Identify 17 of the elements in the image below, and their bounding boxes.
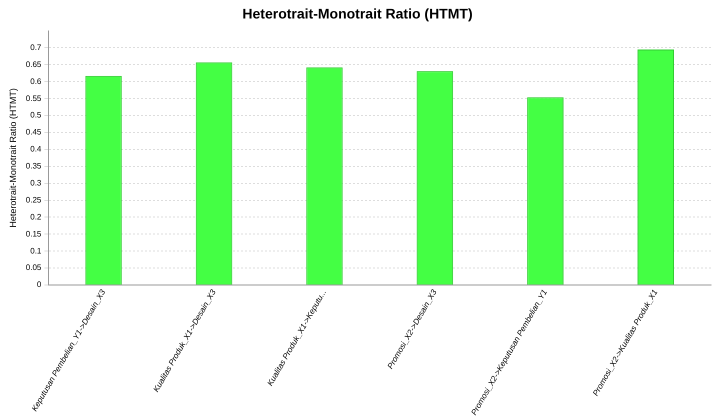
y-tick-label: 0.2 [30, 212, 42, 222]
y-tick-label: 0.7 [30, 42, 42, 52]
y-tick-label: 0.55 [26, 94, 42, 103]
y-tick-label: 0.35 [26, 162, 42, 171]
y-tick-label: 0.15 [26, 229, 42, 238]
y-tick-label: 0.05 [26, 263, 42, 272]
y-tick-label: 0.1 [30, 246, 42, 256]
y-axis-title: Heterotrait-Monotrait Ratio (HTMT) [8, 88, 18, 228]
y-tick-label: 0.5 [30, 110, 42, 120]
chart-title: Heterotrait-Monotrait Ratio (HTMT) [242, 5, 473, 22]
y-tick-label: 0.45 [26, 128, 42, 137]
y-tick-label: 0.3 [30, 178, 42, 188]
y-tick-label: 0.6 [30, 76, 42, 86]
y-tick-label: 0 [36, 280, 42, 290]
y-tick-label: 0.4 [30, 144, 42, 154]
y-tick-label: 0.65 [26, 60, 42, 69]
y-tick-label: 0.25 [26, 195, 42, 204]
